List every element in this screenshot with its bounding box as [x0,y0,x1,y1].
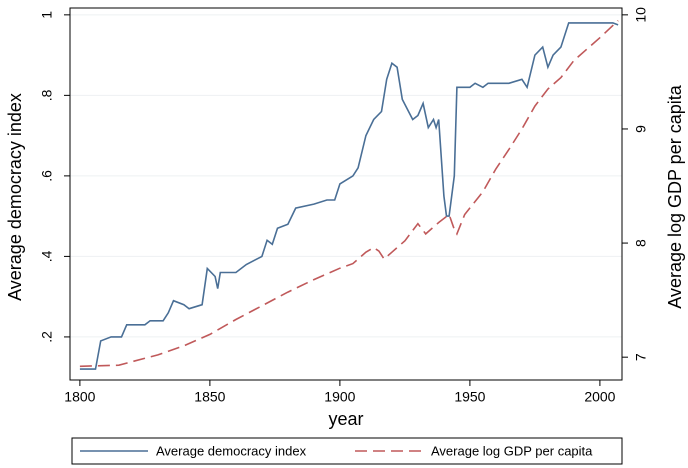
y-tick-label: .8 [39,89,55,101]
y2-tick-label: 7 [633,353,649,361]
legend-label: Average log GDP per capita [431,443,593,458]
data-line [79,20,619,368]
y2-tick-label: 9 [633,125,649,133]
x-tick-label: 1800 [64,389,95,405]
y2-axis-title: Average log GDP per capita [665,84,685,308]
legend-label: Average democracy index [156,443,307,458]
x-axis-title: year [328,409,363,429]
y2-tick-label: 10 [633,7,649,23]
x-tick-label: 1900 [324,389,355,405]
y2-tick-label: 8 [633,239,649,247]
y-tick-label: 1 [39,11,55,19]
x-tick-label: 1850 [194,389,225,405]
legend-box [71,437,623,465]
x-tick-label: 1950 [454,389,485,405]
y-tick-label: .4 [39,250,55,262]
y-tick-label: .2 [39,331,55,343]
y-axis-title: Average democracy index [5,93,25,301]
x-tick-label: 2000 [584,389,615,405]
data-line [79,22,619,370]
plot-frame [69,7,623,381]
y-tick-label: .6 [39,170,55,182]
